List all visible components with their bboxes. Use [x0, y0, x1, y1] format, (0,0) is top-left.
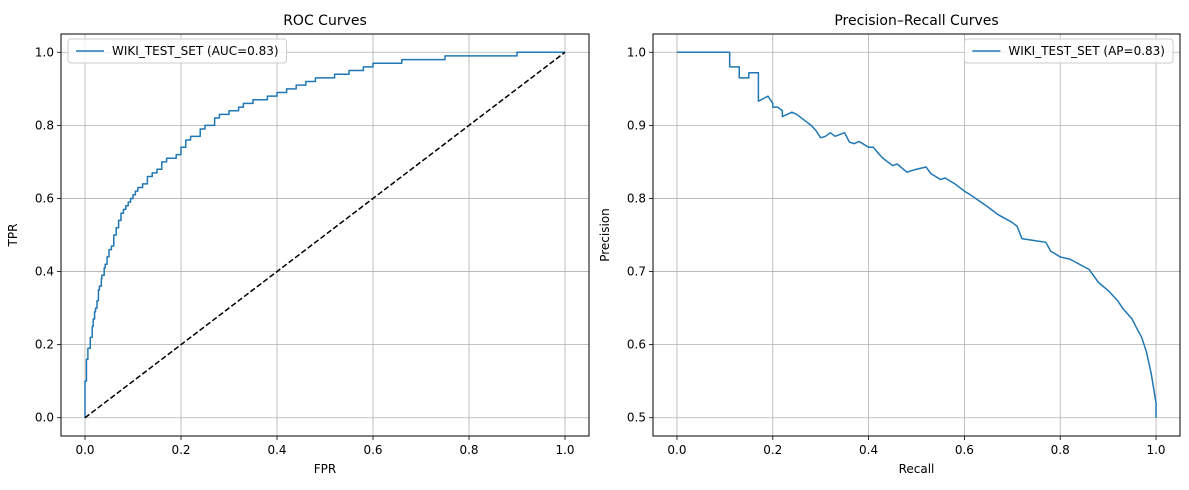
roc-legend: WIKI_TEST_SET (AUC=0.83): [67, 38, 288, 64]
pr-y-axis-label: Precision: [598, 208, 612, 262]
roc-y-tick-label: 0.4: [35, 265, 54, 279]
pr-legend-label: WIKI_TEST_SET (AP=0.83): [1008, 44, 1165, 58]
roc-x-tick-label: 0.6: [363, 443, 382, 457]
roc-chart: 0.0 0.2 0.4 0.6 0.8 1.0 0.0 0.2 0.4 0.6 0.8 1.0 ROC…: [6, 13, 590, 476]
pr-y-tick-label: 1.0: [627, 45, 646, 59]
roc-legend-box: [67, 38, 288, 64]
roc-plot-frame: [60, 33, 590, 437]
roc-y-tick-label: 0.2: [35, 338, 54, 352]
pr-chart-title: Precision–Recall Curves: [834, 13, 998, 29]
pr-legend-box: [963, 38, 1174, 64]
roc-y-tick-label: 0.8: [35, 118, 54, 132]
pr-y-tick-label: 0.8: [627, 191, 646, 205]
roc-series: [84, 51, 566, 419]
roc-diagonal-reference-line: [84, 51, 566, 419]
pr-x-tick-label: 0.8: [1051, 443, 1070, 457]
roc-x-tick-label: 0.8: [459, 443, 478, 457]
roc-y-axis-label: TPR: [6, 224, 20, 248]
pr-x-tick-label: 1.0: [1146, 443, 1165, 457]
pr-series: [676, 51, 1157, 418]
roc-chart-title: ROC Curves: [283, 13, 367, 29]
roc-x-tick-label: 0.0: [75, 443, 94, 457]
pr-plot-frame: [652, 33, 1181, 437]
pr-x-tick-label: 0.4: [859, 443, 878, 457]
roc-ticks: 0.0 0.2 0.4 0.6 0.8 1.0 0.0 0.2 0.4 0.6 0.8 1.0: [35, 45, 575, 457]
pr-chart: 0.0 0.2 0.4 0.6 0.8 1.0 0.5 0.6 0.7 0.8 0.9 1.0 Pre…: [598, 13, 1181, 476]
roc-y-tick-label: 0.0: [35, 411, 54, 425]
pr-ticks: 0.0 0.2 0.4 0.6 0.8 1.0 0.5 0.6 0.7 0.8 0.9 1.0: [627, 45, 1166, 457]
pr-y-tick-label: 0.5: [627, 411, 646, 425]
roc-y-tick-label: 0.6: [35, 191, 54, 205]
roc-legend-label: WIKI_TEST_SET (AUC=0.83): [112, 44, 279, 58]
roc-x-tick-label: 0.4: [267, 443, 286, 457]
roc-x-axis-label: FPR: [314, 462, 336, 476]
pr-x-axis-label: Recall: [899, 462, 935, 476]
pr-x-tick-label: 0.0: [667, 443, 686, 457]
roc-x-tick-label: 1.0: [555, 443, 574, 457]
pr-legend: WIKI_TEST_SET (AP=0.83): [963, 38, 1174, 64]
pr-x-tick-label: 0.2: [763, 443, 782, 457]
roc-series-line: [84, 51, 565, 418]
pr-grid: [653, 34, 1180, 436]
pr-y-tick-label: 0.7: [627, 265, 646, 279]
roc-y-tick-label: 1.0: [35, 45, 54, 59]
pr-y-tick-label: 0.6: [627, 338, 646, 352]
pr-y-tick-label: 0.9: [627, 118, 646, 132]
roc-x-tick-label: 0.2: [171, 443, 190, 457]
pr-x-tick-label: 0.6: [955, 443, 974, 457]
pr-series-line: [676, 51, 1157, 418]
